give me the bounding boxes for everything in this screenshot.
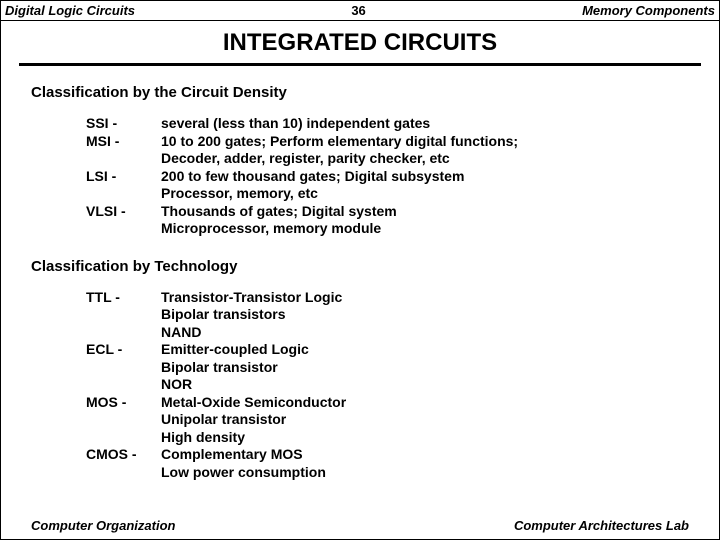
def-row: Microprocessor, memory module — [86, 220, 689, 238]
technology-definitions: TTL - Transistor-Transistor Logic Bipola… — [86, 289, 689, 482]
def-row: MOS - Metal-Oxide Semiconductor — [86, 394, 689, 412]
def-row: VLSI - Thousands of gates; Digital syste… — [86, 203, 689, 221]
def-row: MSI - 10 to 200 gates; Perform elementar… — [86, 133, 689, 151]
def-term — [86, 185, 161, 203]
def-desc: Bipolar transistor — [161, 359, 278, 377]
def-term: ECL - — [86, 341, 161, 359]
def-row: CMOS - Complementary MOS — [86, 446, 689, 464]
header-left: Digital Logic Circuits — [5, 3, 135, 18]
def-row: NOR — [86, 376, 689, 394]
def-row: TTL - Transistor-Transistor Logic — [86, 289, 689, 307]
def-desc: Transistor-Transistor Logic — [161, 289, 342, 307]
page-number: 36 — [351, 3, 365, 18]
section2-heading: Classification by Technology — [31, 258, 689, 275]
def-term: SSI - — [86, 115, 161, 133]
def-row: Decoder, adder, register, parity checker… — [86, 150, 689, 168]
def-term: TTL - — [86, 289, 161, 307]
def-term: LSI - — [86, 168, 161, 186]
def-term — [86, 429, 161, 447]
header-bar: Digital Logic Circuits 36 Memory Compone… — [1, 1, 719, 21]
def-desc: 200 to few thousand gates; Digital subsy… — [161, 168, 464, 186]
def-term: CMOS - — [86, 446, 161, 464]
def-term — [86, 306, 161, 324]
def-desc: Low power consumption — [161, 464, 326, 482]
def-row: Bipolar transistors — [86, 306, 689, 324]
def-term: MSI - — [86, 133, 161, 151]
def-desc: Unipolar transistor — [161, 411, 286, 429]
def-row: SSI - several (less than 10) independent… — [86, 115, 689, 133]
def-desc: Processor, memory, etc — [161, 185, 318, 203]
title-section: INTEGRATED CIRCUITS — [19, 21, 701, 66]
def-row: LSI - 200 to few thousand gates; Digital… — [86, 168, 689, 186]
def-term — [86, 411, 161, 429]
def-row: Bipolar transistor — [86, 359, 689, 377]
def-term — [86, 464, 161, 482]
def-row: NAND — [86, 324, 689, 342]
def-row: Processor, memory, etc — [86, 185, 689, 203]
main-title: INTEGRATED CIRCUITS — [19, 29, 701, 57]
header-right: Memory Components — [582, 3, 715, 18]
def-term: VLSI - — [86, 203, 161, 221]
def-desc: NOR — [161, 376, 192, 394]
section1-heading: Classification by the Circuit Density — [31, 84, 689, 101]
def-desc: Decoder, adder, register, parity checker… — [161, 150, 450, 168]
def-desc: High density — [161, 429, 245, 447]
content-area: Classification by the Circuit Density SS… — [1, 66, 719, 511]
footer-right: Computer Architectures Lab — [514, 518, 689, 533]
def-desc: 10 to 200 gates; Perform elementary digi… — [161, 133, 518, 151]
def-row: High density — [86, 429, 689, 447]
footer-left: Computer Organization — [31, 518, 175, 533]
def-desc: Emitter-coupled Logic — [161, 341, 309, 359]
def-desc: NAND — [161, 324, 201, 342]
def-term — [86, 376, 161, 394]
def-row: ECL - Emitter-coupled Logic — [86, 341, 689, 359]
def-row: Low power consumption — [86, 464, 689, 482]
def-desc: Complementary MOS — [161, 446, 303, 464]
footer: Computer Organization Computer Architect… — [1, 518, 719, 533]
def-term — [86, 359, 161, 377]
def-desc: several (less than 10) independent gates — [161, 115, 430, 133]
def-row: Unipolar transistor — [86, 411, 689, 429]
def-term — [86, 220, 161, 238]
def-term — [86, 324, 161, 342]
def-desc: Metal-Oxide Semiconductor — [161, 394, 346, 412]
def-desc: Bipolar transistors — [161, 306, 285, 324]
def-term — [86, 150, 161, 168]
def-desc: Microprocessor, memory module — [161, 220, 381, 238]
def-term: MOS - — [86, 394, 161, 412]
def-desc: Thousands of gates; Digital system — [161, 203, 397, 221]
density-definitions: SSI - several (less than 10) independent… — [86, 115, 689, 238]
